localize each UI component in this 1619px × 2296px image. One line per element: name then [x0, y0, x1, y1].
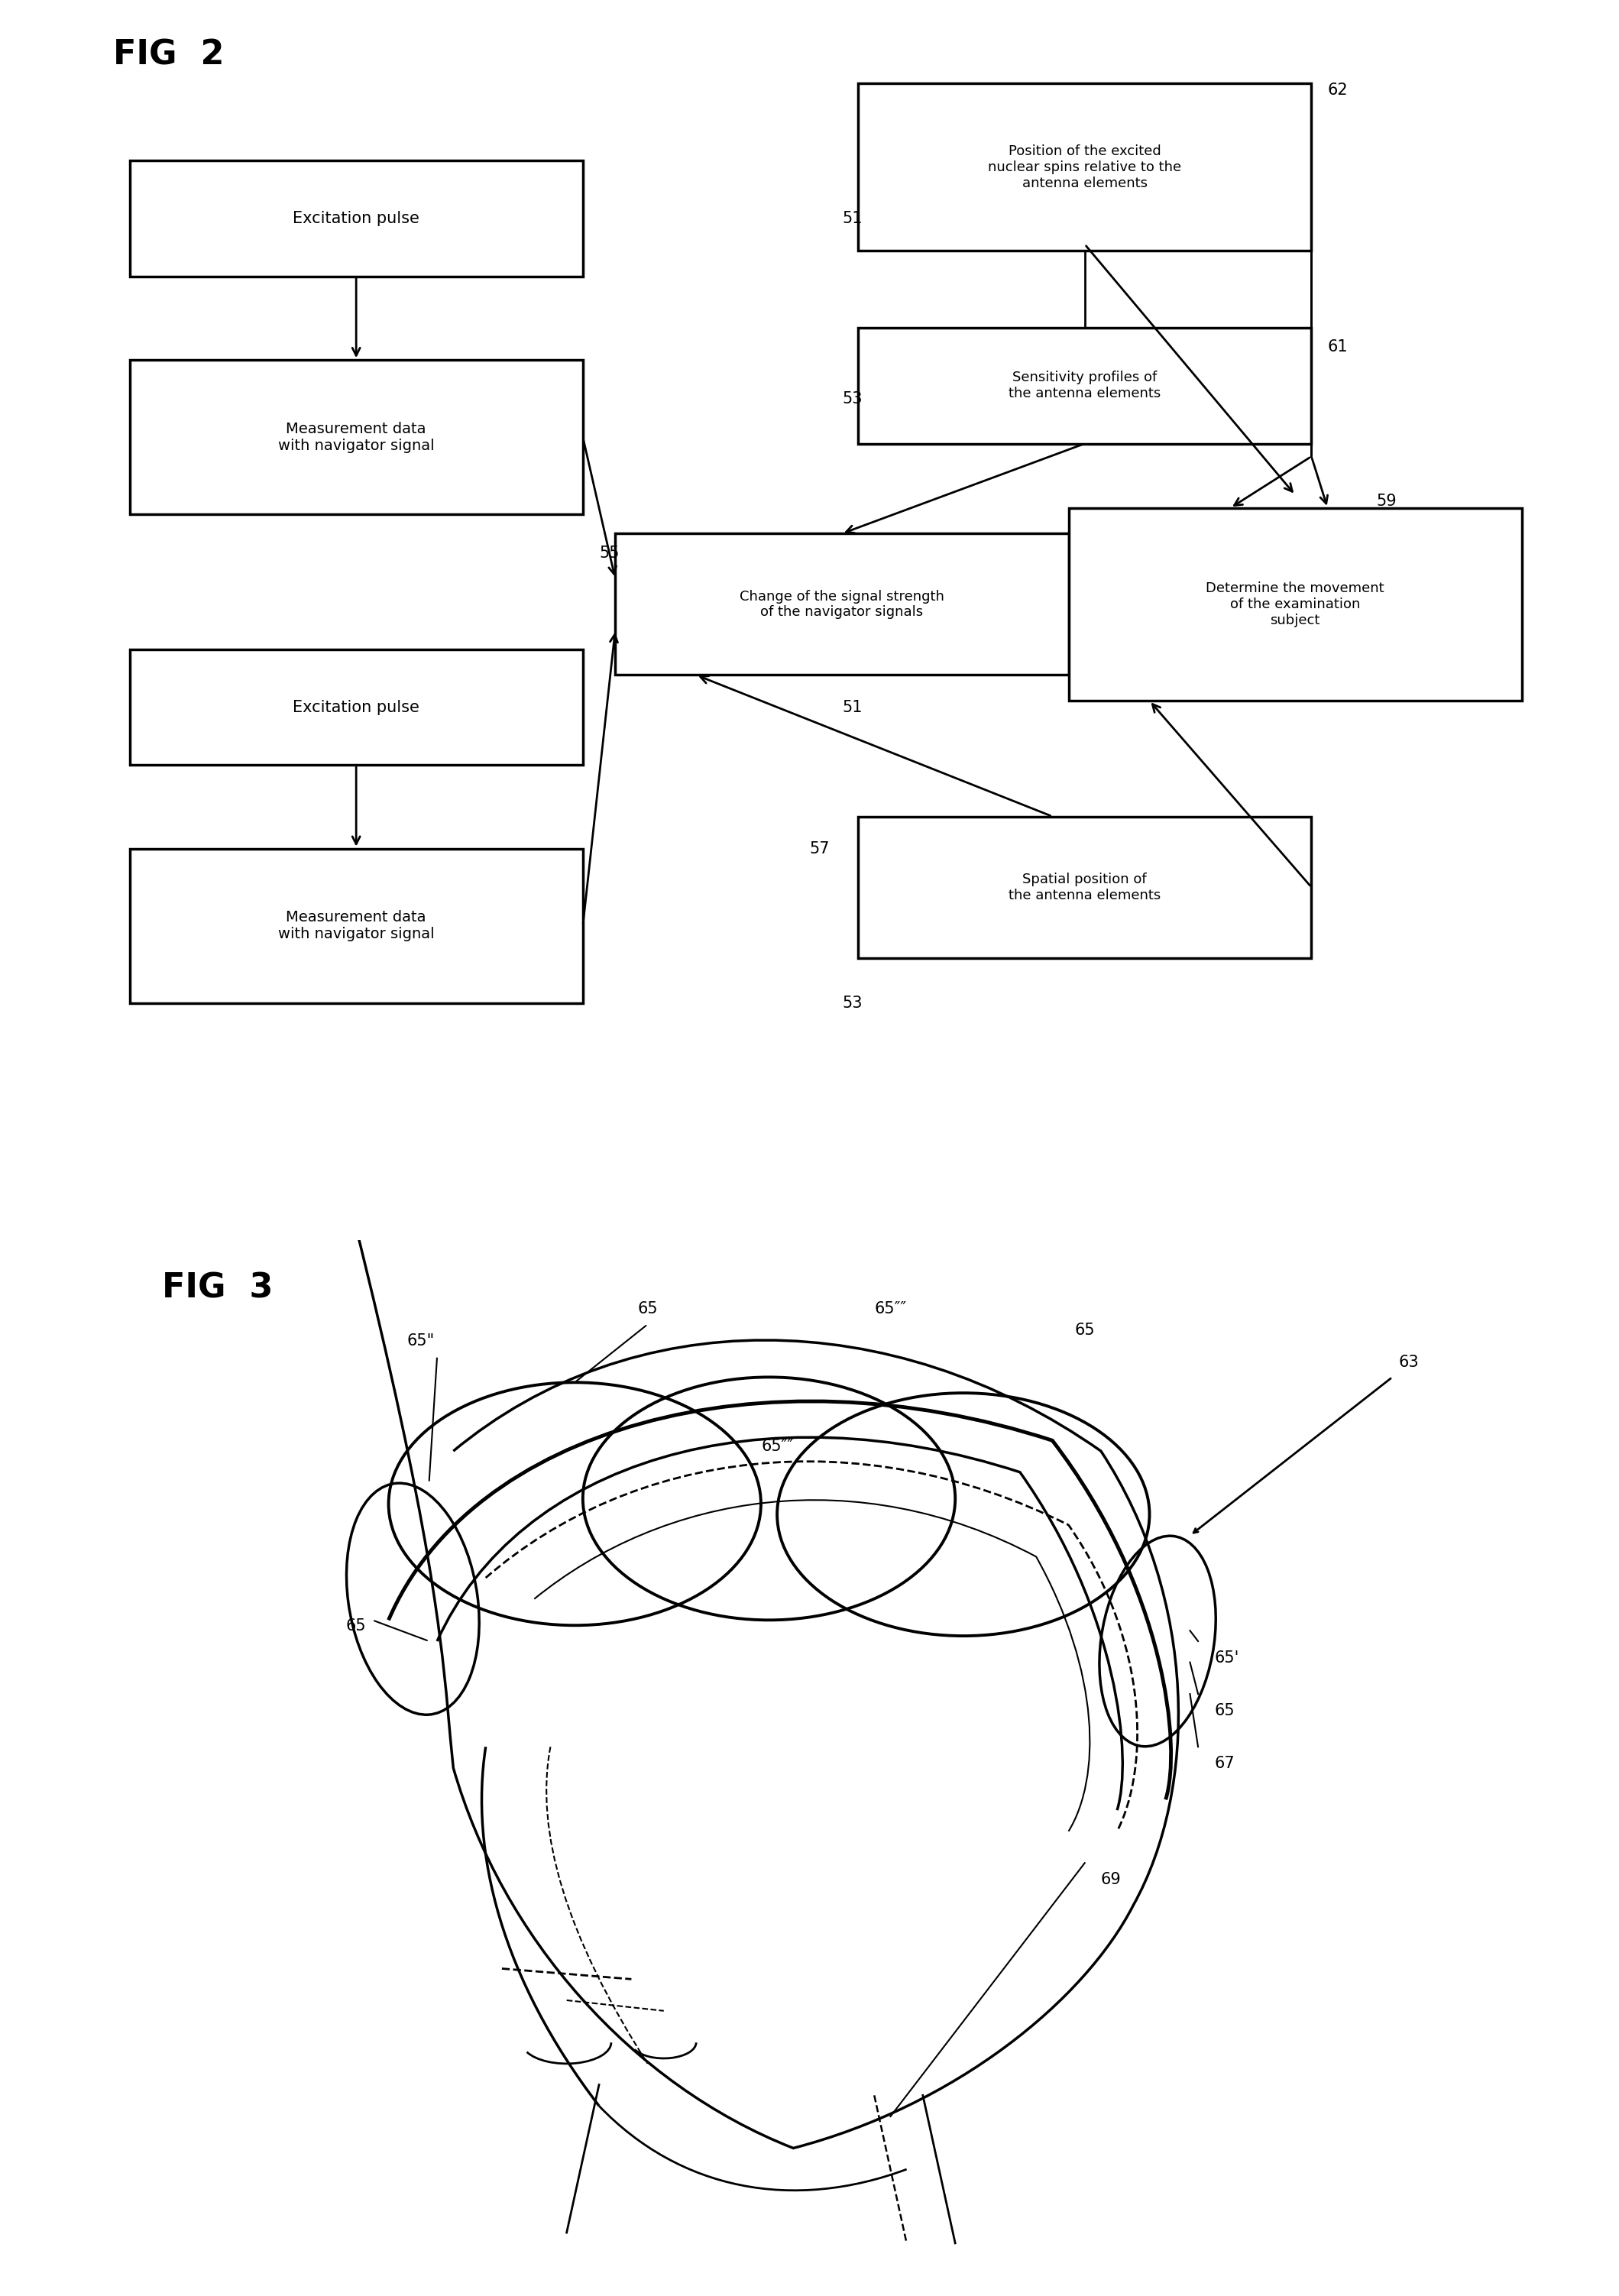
Bar	[858, 328, 1311, 443]
Text: 65″″: 65″″	[874, 1302, 907, 1318]
Text: 65: 65	[1075, 1322, 1094, 1339]
Text: Change of the signal strength
of the navigator signals: Change of the signal strength of the nav…	[740, 590, 944, 620]
Text: 53: 53	[842, 994, 863, 1010]
Text: 51: 51	[842, 211, 863, 227]
Text: 51: 51	[842, 700, 863, 714]
Text: 62: 62	[1328, 83, 1349, 99]
PathPatch shape	[447, 1341, 1179, 2149]
Text: Measurement data
with navigator signal: Measurement data with navigator signal	[278, 909, 434, 941]
Text: Spatial position of
the antenna elements: Spatial position of the antenna elements	[1009, 872, 1161, 902]
Text: Position of the excited
nuclear spins relative to the
antenna elements: Position of the excited nuclear spins re…	[988, 145, 1182, 191]
Text: 63: 63	[1399, 1355, 1418, 1371]
Text: Sensitivity profiles of
the antenna elements: Sensitivity profiles of the antenna elem…	[1009, 372, 1161, 400]
Bar	[615, 533, 1069, 675]
Text: 65: 65	[346, 1619, 366, 1635]
Bar	[858, 83, 1311, 250]
Text: 65": 65"	[406, 1334, 436, 1348]
Text: FIG  3: FIG 3	[162, 1272, 274, 1304]
Text: 61: 61	[1328, 340, 1349, 356]
Text: 65″″: 65″″	[761, 1440, 793, 1453]
Text: Excitation pulse: Excitation pulse	[293, 211, 419, 227]
Text: 55: 55	[599, 544, 620, 560]
Bar	[130, 360, 583, 514]
Text: 69: 69	[1101, 1871, 1122, 1887]
Text: 53: 53	[842, 390, 863, 406]
Text: 65: 65	[638, 1302, 657, 1318]
Text: 67: 67	[1214, 1756, 1235, 1770]
Bar	[858, 817, 1311, 957]
Text: Excitation pulse: Excitation pulse	[293, 700, 419, 714]
Bar	[1069, 507, 1522, 700]
Text: 65': 65'	[1214, 1651, 1239, 1665]
Text: FIG  2: FIG 2	[113, 39, 225, 71]
Text: 65: 65	[1214, 1704, 1235, 1717]
Bar	[130, 850, 583, 1003]
Bar	[130, 650, 583, 765]
Text: Measurement data
with navigator signal: Measurement data with navigator signal	[278, 422, 434, 452]
Bar	[130, 161, 583, 276]
Text: 59: 59	[1376, 494, 1397, 510]
Text: Determine the movement
of the examination
subject: Determine the movement of the examinatio…	[1206, 581, 1384, 627]
Text: 57: 57	[810, 840, 831, 856]
